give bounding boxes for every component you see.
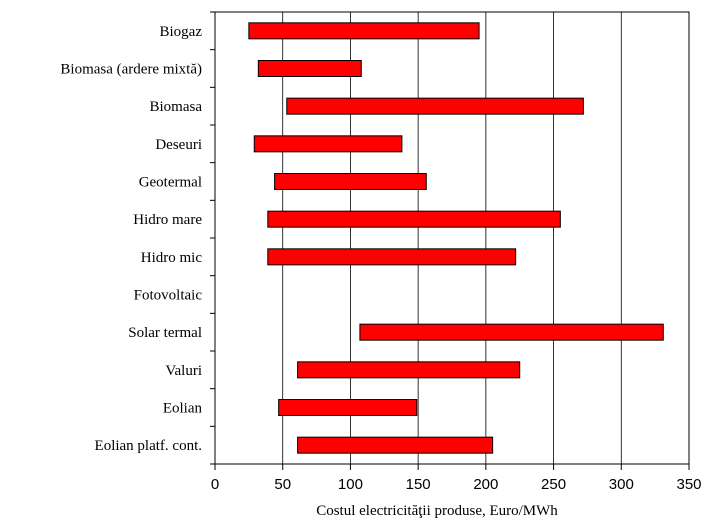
- bar-11: [278, 399, 418, 416]
- x-axis-ticks: [214, 464, 690, 470]
- bars: [248, 22, 664, 454]
- category-label-7: Hidro mic: [141, 250, 203, 266]
- x-tick-label-300: 300: [609, 476, 634, 493]
- category-label-4: Deseuri: [155, 137, 202, 153]
- category-label-2: Biomasa (ardere mixtă): [60, 62, 202, 78]
- category-label-11: Eolian: [163, 401, 203, 417]
- x-tick-label-200: 200: [473, 476, 498, 493]
- bar-9: [359, 323, 664, 341]
- category-label-3: Biomasa: [150, 99, 203, 115]
- bar-7: [267, 248, 517, 266]
- category-label-8: Fotovoltaic: [134, 288, 203, 304]
- plot-area-frame: [214, 11, 690, 465]
- bar-6: [267, 210, 561, 228]
- category-label-5: Geotermal: [139, 175, 202, 191]
- category-label-12: Eolian platf. cont.: [95, 438, 202, 454]
- bar-12: [297, 436, 494, 454]
- bar-3: [286, 97, 584, 115]
- x-axis-title: Costul electricităţii produse, Euro/MWh: [316, 503, 558, 519]
- bar-2: [257, 60, 362, 77]
- bar-1: [248, 22, 480, 40]
- category-labels: Biogaz Biomasa (ardere mixtă) Biomasa Deseu…: [60, 24, 202, 454]
- x-tick-label-50: 50: [274, 476, 291, 493]
- x-tick-label-250: 250: [541, 476, 566, 493]
- x-tick-label-0: 0: [211, 476, 219, 493]
- bar-4: [253, 135, 403, 153]
- x-tick-label-150: 150: [406, 476, 431, 493]
- category-ticks: [210, 11, 215, 465]
- bar-5: [274, 173, 427, 190]
- x-axis-tick-labels: 0 50 100 150 200 250 300 350: [211, 476, 702, 493]
- category-label-10: Valuri: [165, 363, 202, 379]
- gridlines: [282, 12, 622, 464]
- category-label-9: Solar termal: [128, 325, 202, 341]
- category-label-6: Hidro mare: [133, 212, 202, 228]
- x-tick-label-350: 350: [676, 476, 701, 493]
- category-label-1: Biogaz: [160, 24, 203, 40]
- bar-10: [297, 361, 521, 379]
- x-tick-label-100: 100: [338, 476, 363, 493]
